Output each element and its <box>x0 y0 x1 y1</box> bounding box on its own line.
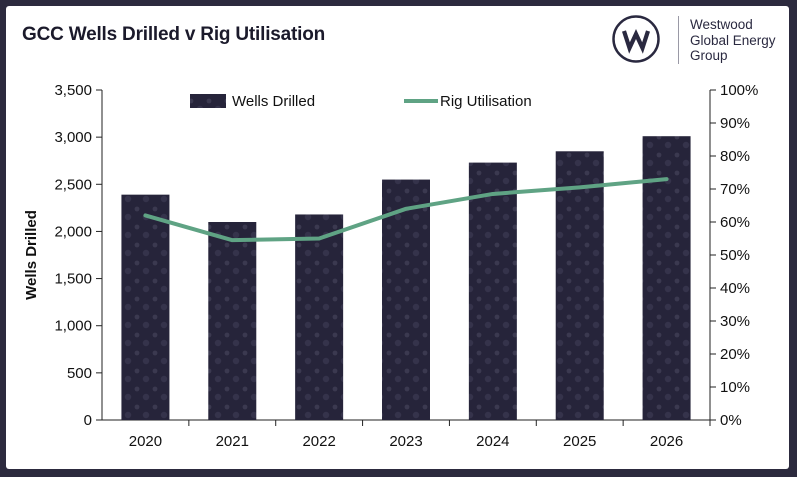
chart-panel: GCC Wells Drilled v Rig Utilisation West… <box>6 6 789 469</box>
y-tick-label: 1,000 <box>54 318 92 335</box>
company-logo-text: Westwood Global Energy Group <box>690 17 776 64</box>
y2-tick-label: 30% <box>720 313 750 330</box>
chart-title: GCC Wells Drilled v Rig Utilisation <box>22 24 326 45</box>
bar-wells-drilled <box>555 151 604 421</box>
y2-tick-label: 100% <box>720 82 758 99</box>
x-tick-label: 2022 <box>302 433 335 450</box>
y2-tick-label: 60% <box>720 214 750 231</box>
bar-wells-drilled <box>382 179 430 420</box>
y-tick-label: 1,500 <box>54 271 92 288</box>
x-tick-label: 2023 <box>389 433 422 450</box>
x-tick-label: 2024 <box>476 433 509 450</box>
w-monogram-icon <box>612 15 660 63</box>
legend-swatch-wells-drilled <box>190 94 226 108</box>
y-tick-label: 500 <box>67 365 92 382</box>
bar-wells-drilled <box>468 162 517 420</box>
logo-line-1: Westwood <box>690 17 753 32</box>
y-tick-label: 2,000 <box>54 223 92 240</box>
y-tick-label: 2,500 <box>54 176 92 193</box>
bar-wells-drilled <box>295 214 344 420</box>
y2-tick-label: 10% <box>720 379 750 396</box>
y-axis-label: Wells Drilled <box>23 210 40 300</box>
y2-tick-label: 90% <box>720 115 750 132</box>
y2-tick-label: 70% <box>720 181 750 198</box>
logo-line-3: Group <box>690 48 728 63</box>
legend-label-wells-drilled: Wells Drilled <box>232 93 315 110</box>
logo-divider <box>678 16 679 64</box>
bar-wells-drilled <box>642 136 691 420</box>
y-tick-label: 3,500 <box>54 82 92 99</box>
bar-wells-drilled <box>121 194 170 420</box>
x-tick-label: 2021 <box>216 433 249 450</box>
x-tick-label: 2020 <box>129 433 162 450</box>
bar-wells-drilled <box>208 222 257 420</box>
y-tick-label: 3,000 <box>54 129 92 146</box>
y2-tick-label: 20% <box>720 346 750 363</box>
legend-label-rig-utilisation: Rig Utilisation <box>440 93 532 110</box>
y2-tick-label: 50% <box>720 247 750 264</box>
y2-tick-label: 80% <box>720 148 750 165</box>
y2-tick-label: 40% <box>720 280 750 297</box>
x-tick-label: 2025 <box>563 433 596 450</box>
y-tick-label: 0 <box>84 412 92 429</box>
logo-line-2: Global Energy <box>690 32 776 48</box>
x-tick-label: 2026 <box>650 433 683 450</box>
chart-svg: 0 500 1,000 1,500 2,000 2,500 3,000 3,500 0% 10% 2… <box>23 82 758 450</box>
y2-tick-label: 0% <box>720 412 742 429</box>
